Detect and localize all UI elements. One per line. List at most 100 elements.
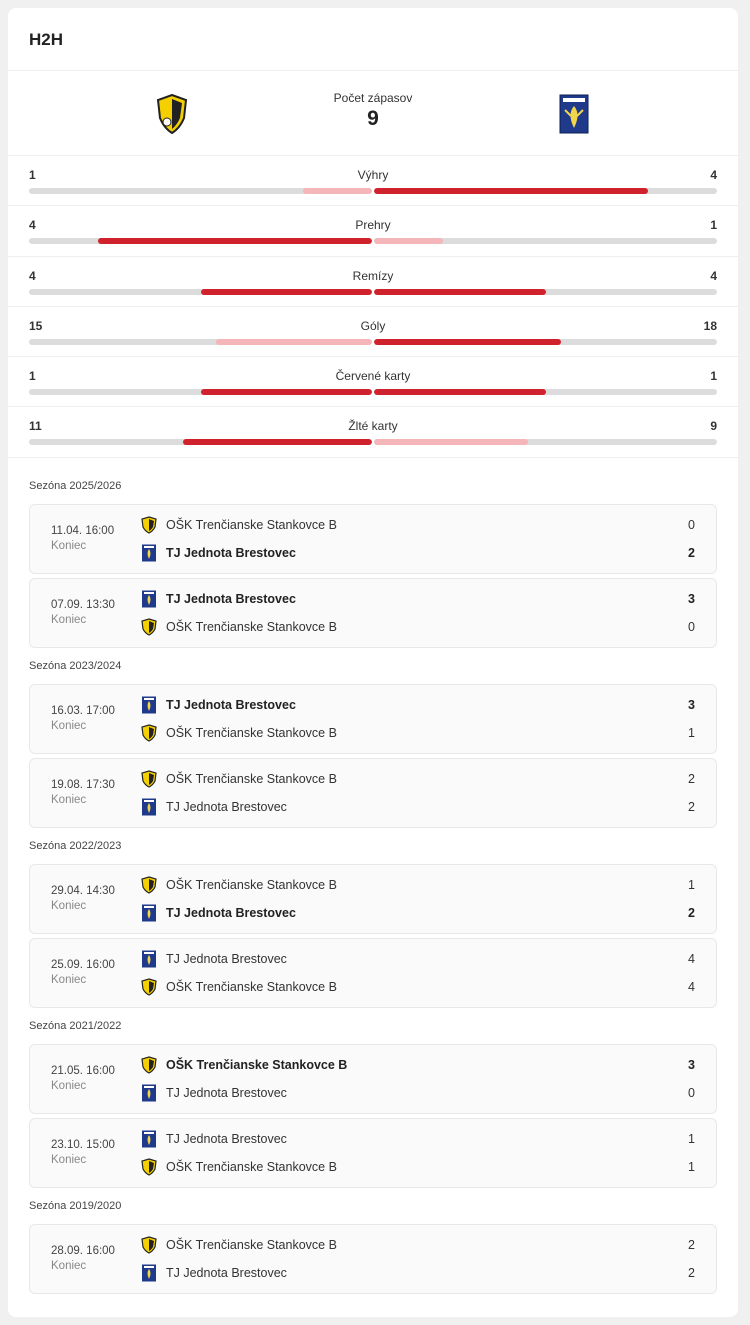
stat-row: 15 Góly 18 [8,307,738,358]
away-team-row: TJ Jednota Brestovec 2 [141,899,695,927]
match-count: 9 [367,107,379,130]
match-time: 11.04. 16:00 Koniec [51,524,114,554]
match-card[interactable]: 23.10. 15:00 Koniec TJ Jednota Brestovec 1 O… [29,1117,717,1188]
team-name: OŠK Trenčianske Stankovce B [166,771,337,786]
away-track [374,439,717,446]
team-logo [141,516,157,534]
home-bar [303,188,372,194]
home-value: 4 [29,268,36,283]
team-score: 1 [688,1159,695,1174]
away-value: 1 [710,218,717,233]
away-team-row: OŠK Trenčianske Stankovce B 4 [141,973,695,1001]
seasons: Sezóna 2025/2026 11.04. 16:00 Koniec OŠK Tr… [8,458,738,1294]
away-logo [559,94,589,134]
team-score: 1 [688,877,695,892]
match-card[interactable]: 29.04. 14:30 Koniec OŠK Trenčianske Stanko… [29,863,717,934]
match-card[interactable]: 25.09. 16:00 Koniec TJ Jednota Brestovec 4 O… [29,937,717,1008]
home-track [29,238,372,245]
away-track [374,389,717,396]
away-track [374,338,717,345]
match-status: Koniec [51,793,87,806]
home-team-row: OŠK Trenčianske Stankovce B 2 [141,765,695,793]
stat-label: Remízy [352,268,394,283]
match-time: 23.10. 15:00 Koniec [51,1138,115,1168]
stat-label: Červené karty [335,369,411,384]
home-value: 1 [29,369,36,384]
team-logo [141,978,157,996]
away-team-row: TJ Jednota Brestovec 2 [141,1259,695,1287]
match-time: 07.09. 13:30 Koniec [51,598,115,628]
match-card[interactable]: 28.09. 16:00 Koniec OŠK Trenčianske Stanko… [29,1223,717,1294]
match-status: Koniec [51,1153,87,1166]
team-logo [142,950,156,968]
team-logo [141,876,157,894]
team-name: OŠK Trenčianske Stankovce B [166,1237,337,1252]
team-score: 3 [688,697,695,712]
match-time: 21.05. 16:00 Koniec [51,1064,115,1094]
team-logo [141,618,157,636]
team-score: 3 [688,1057,695,1072]
match-card[interactable]: 07.09. 13:30 Koniec TJ Jednota Brestovec 3 O… [29,577,717,648]
away-value: 18 [703,318,717,333]
team-score: 0 [688,619,695,634]
team-name: OŠK Trenčianske Stankovce B [166,725,337,740]
stat-row: 4 Remízy 4 [8,257,738,307]
season-label: Sezóna 2022/2023 [29,839,122,852]
match-date: 23.10. 15:00 [51,1138,115,1151]
team-logo [142,1264,156,1282]
home-value: 4 [29,218,36,233]
team-score: 0 [688,1085,695,1100]
stat-row: 4 Prehry 1 [8,206,738,257]
team-name: TJ Jednota Brestovec [166,1131,287,1146]
match-card[interactable]: 16.03. 17:00 Koniec TJ Jednota Brestovec 3 O… [29,683,717,754]
away-team-row: TJ Jednota Brestovec 2 [141,539,695,567]
home-team-row: OŠK Trenčianske Stankovce B 2 [141,1231,695,1259]
home-track [29,288,372,295]
stat-label: Výhry [357,168,389,182]
match-status: Koniec [51,613,87,626]
away-bar [374,188,649,194]
match-time: 16.03. 17:00 Koniec [51,704,115,734]
match-status: Koniec [51,539,87,552]
home-team-row: OŠK Trenčianske Stankovce B 1 [141,871,695,899]
team-score: 1 [688,725,695,740]
title: H2H [8,8,738,71]
match-card[interactable]: 11.04. 16:00 Koniec OŠK Trenčianske Stanko… [29,503,717,574]
home-bar [97,238,372,245]
team-score: 2 [688,1265,695,1280]
team-logo [142,904,156,922]
team-name: TJ Jednota Brestovec [166,1085,287,1100]
away-track [374,188,717,194]
team-name: TJ Jednota Brestovec [166,591,296,606]
team-name: TJ Jednota Brestovec [166,905,296,920]
match-time: 29.04. 14:30 Koniec [51,884,115,914]
match-time: 19.08. 17:30 Koniec [51,778,115,808]
team-logo [142,1084,156,1102]
team-logo [142,544,156,562]
match-card[interactable]: 19.08. 17:30 Koniec OŠK Trenčianske Stanko… [29,757,717,828]
match-list: 16.03. 17:00 Koniec TJ Jednota Brestovec 3 O… [29,683,717,828]
team-logo [142,696,156,714]
stat-label: Žlté karty [348,419,398,434]
away-team-row: OŠK Trenčianske Stankovce B 1 [141,719,695,747]
away-bar [374,338,562,345]
team-score: 2 [688,799,695,814]
team-name: TJ Jednota Brestovec [166,1265,287,1280]
stat-label: Góly [360,318,386,333]
team-logo [141,770,157,788]
match-list: 28.09. 16:00 Koniec OŠK Trenčianske Stanko… [29,1223,717,1294]
team-name: OŠK Trenčianske Stankovce B [166,979,337,994]
match-card[interactable]: 21.05. 16:00 Koniec OŠK Trenčianske Stanko… [29,1043,717,1114]
home-bar [200,288,372,295]
stat-row: 11 Žlté karty 9 [8,407,738,458]
team-score: 1 [688,1131,695,1146]
season-label: Sezóna 2019/2020 [29,1199,122,1212]
team-logo [142,590,156,608]
season-label: Sezóna 2021/2022 [29,1019,122,1032]
team-score: 0 [688,517,695,532]
away-value: 1 [710,369,717,384]
away-bar [374,238,443,245]
home-track [29,338,372,345]
season-label: Sezóna 2023/2024 [29,659,122,672]
